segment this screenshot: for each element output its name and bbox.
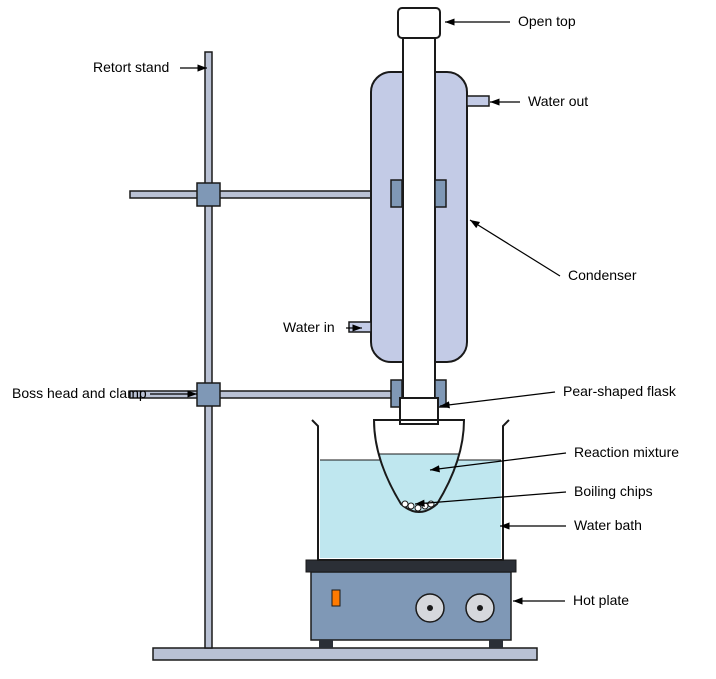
stand-base [153,648,537,660]
label-hot_plate: Hot plate [573,592,629,608]
boss-head-1 [197,383,220,406]
water-out-port [467,96,489,106]
leader-line [470,220,560,276]
label-boss_clamp: Boss head and clamp [12,385,147,401]
label-retort_stand: Retort stand [93,59,169,75]
hotplate-foot [489,640,503,648]
label-boiling_chips: Boiling chips [574,483,653,499]
boiling-chip [408,503,414,509]
label-water_in: Water in [283,319,335,335]
clamp-jaw [391,180,402,207]
label-pear_flask: Pear-shaped flask [563,383,677,399]
hotplate-foot [319,640,333,648]
hotplate-surface [306,560,516,572]
open-top-cap [398,8,440,38]
hotplate-indicator [332,590,340,606]
label-reaction_mix: Reaction mixture [574,444,679,460]
condenser-inner-tube [403,34,435,400]
stand-pole [205,52,212,648]
label-condenser: Condenser [568,267,637,283]
boiling-chip [402,501,408,507]
leader-line [440,392,555,406]
clamp-jaw [435,180,446,207]
label-open_top: Open top [518,13,576,29]
reflux-apparatus-diagram: Open top Retort stand Water out Condenser Wa… [0,0,716,679]
label-water_bath: Water bath [574,517,642,533]
boss-head-0 [197,183,220,206]
water-in-port [349,322,371,332]
boiling-chip [415,505,421,511]
boiling-chip [428,501,434,507]
label-water_out: Water out [528,93,588,109]
